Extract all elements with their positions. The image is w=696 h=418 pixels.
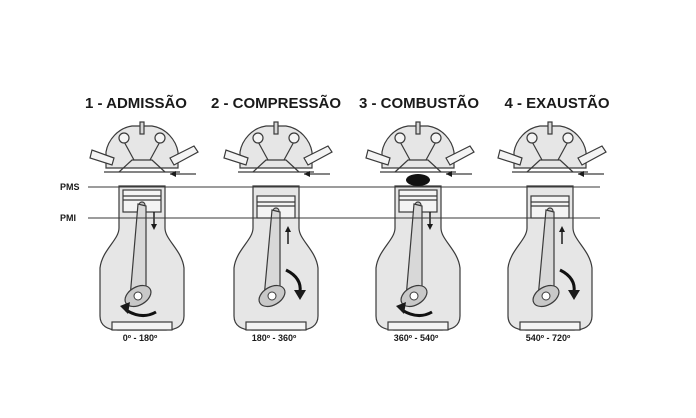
stroke-range-combustion: 360º - 540º: [394, 333, 439, 343]
port-arrow-head: [578, 171, 584, 177]
stroke-range-exhaust: 540º - 720º: [526, 333, 571, 343]
intake-port: [445, 145, 475, 166]
crank-journal: [541, 291, 551, 301]
intake-cam: [394, 132, 406, 144]
combustion-chamber: [394, 159, 442, 173]
intake-port: [577, 145, 607, 166]
engine-exhaust: [497, 121, 607, 331]
stroke-title-combustion: 3 - COMBUSTÃO: [359, 94, 479, 112]
port-arrow-head: [446, 171, 452, 177]
intake-cam: [526, 132, 538, 144]
intake-cam: [118, 132, 130, 144]
intake-port: [303, 145, 333, 166]
engine-combustion: [365, 121, 475, 331]
crank-journal: [267, 291, 277, 301]
pms-label: PMS: [60, 182, 80, 192]
port-arrow-head: [304, 171, 310, 177]
oil-pan: [519, 321, 581, 331]
crank-journal: [133, 291, 143, 301]
stroke-title-exhaust: 4 - EXAUSTÃO: [504, 94, 609, 112]
rotation-arrowhead: [568, 290, 580, 300]
intake-port: [169, 145, 199, 166]
engine-admission: [89, 121, 199, 331]
stroke-range-admission: 0º - 180º: [123, 333, 158, 343]
spark-plug: [139, 121, 145, 135]
spark-plug: [273, 121, 279, 135]
port-arrow-head: [170, 171, 176, 177]
stroke-range-compression: 180º - 360º: [252, 333, 297, 343]
intake-cam: [252, 132, 264, 144]
exhaust-port: [497, 149, 523, 166]
rotation-arrowhead: [396, 302, 406, 314]
rotation-arrow: [285, 268, 302, 293]
oil-pan: [245, 321, 307, 331]
oil-pan: [111, 321, 173, 331]
exhaust-cam: [288, 132, 300, 144]
stroke-title-compression: 2 - COMPRESSÃO: [211, 94, 341, 112]
piston-direction-arrowhead: [427, 224, 433, 230]
engine-compression: [223, 121, 333, 331]
stroke-title-admission: 1 - ADMISSÃO: [85, 94, 187, 112]
combustion-chamber: [118, 159, 166, 173]
spark-plug: [415, 121, 421, 135]
spark-plug: [547, 121, 553, 135]
rotation-arrowhead: [294, 290, 306, 300]
exhaust-port: [365, 149, 391, 166]
oil-pan: [387, 321, 449, 331]
combustion-burst: [406, 174, 430, 186]
exhaust-cam: [430, 132, 442, 144]
exhaust-cam: [154, 132, 166, 144]
rotation-arrow: [559, 268, 576, 293]
exhaust-cam: [562, 132, 574, 144]
crank-journal: [409, 291, 419, 301]
piston-direction-arrowhead: [285, 226, 291, 232]
rotation-arrow: [401, 308, 433, 317]
combustion-chamber: [252, 159, 300, 173]
pmi-label: PMI: [60, 213, 76, 223]
piston-direction-arrowhead: [559, 226, 565, 232]
exhaust-port: [89, 149, 115, 166]
exhaust-port: [223, 149, 249, 166]
piston-direction-arrowhead: [151, 224, 157, 230]
rotation-arrow: [125, 308, 157, 317]
combustion-chamber: [526, 159, 574, 173]
rotation-arrowhead: [120, 302, 130, 314]
